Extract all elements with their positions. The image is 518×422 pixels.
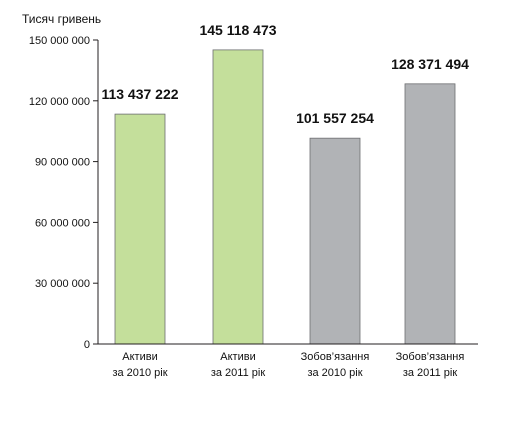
- bar: [114, 113, 166, 345]
- x-tick-label-line1: Активи: [122, 351, 157, 363]
- data-label: 101 557 254: [296, 110, 374, 126]
- data-label: 145 118 473: [199, 22, 276, 38]
- x-tick-label-line1: Зобов’язання: [396, 351, 465, 363]
- y-tick-label: 60 000 000: [35, 217, 90, 229]
- bars: [114, 49, 456, 345]
- x-tick-label-line1: Активи: [220, 351, 255, 363]
- x-tick-label-line2: за 2011 рік: [211, 367, 265, 379]
- y-axis-label: Тисяч гривень: [22, 12, 101, 26]
- y-tick-label: 0: [84, 339, 90, 351]
- bar: [212, 49, 264, 345]
- x-tick-label-line2: за 2011 рік: [403, 367, 457, 379]
- data-label: 113 437 222: [101, 86, 178, 102]
- data-label: 128 371 494: [391, 56, 469, 72]
- data-labels: 113 437 222 145 118 473 101 557 254 128 371…: [101, 22, 469, 126]
- x-tick-label-line1: Зобов’язання: [301, 351, 370, 363]
- y-tick-label: 150 000 000: [29, 35, 90, 47]
- y-tick-label: 30 000 000: [35, 278, 90, 290]
- x-tick-label-line2: за 2010 рік: [112, 367, 167, 379]
- bar: [404, 83, 456, 345]
- x-axis: Активи за 2010 рік Активи за 2011 рік Зобов’…: [98, 343, 478, 379]
- bar: [309, 137, 361, 345]
- y-tick-label: 120 000 000: [29, 96, 90, 108]
- y-axis: 0 30 000 000 60 000 000 90 000 000 120 000 0…: [29, 35, 99, 351]
- y-tick-label: 90 000 000: [35, 157, 90, 169]
- x-tick-label-line2: за 2010 рік: [307, 367, 362, 379]
